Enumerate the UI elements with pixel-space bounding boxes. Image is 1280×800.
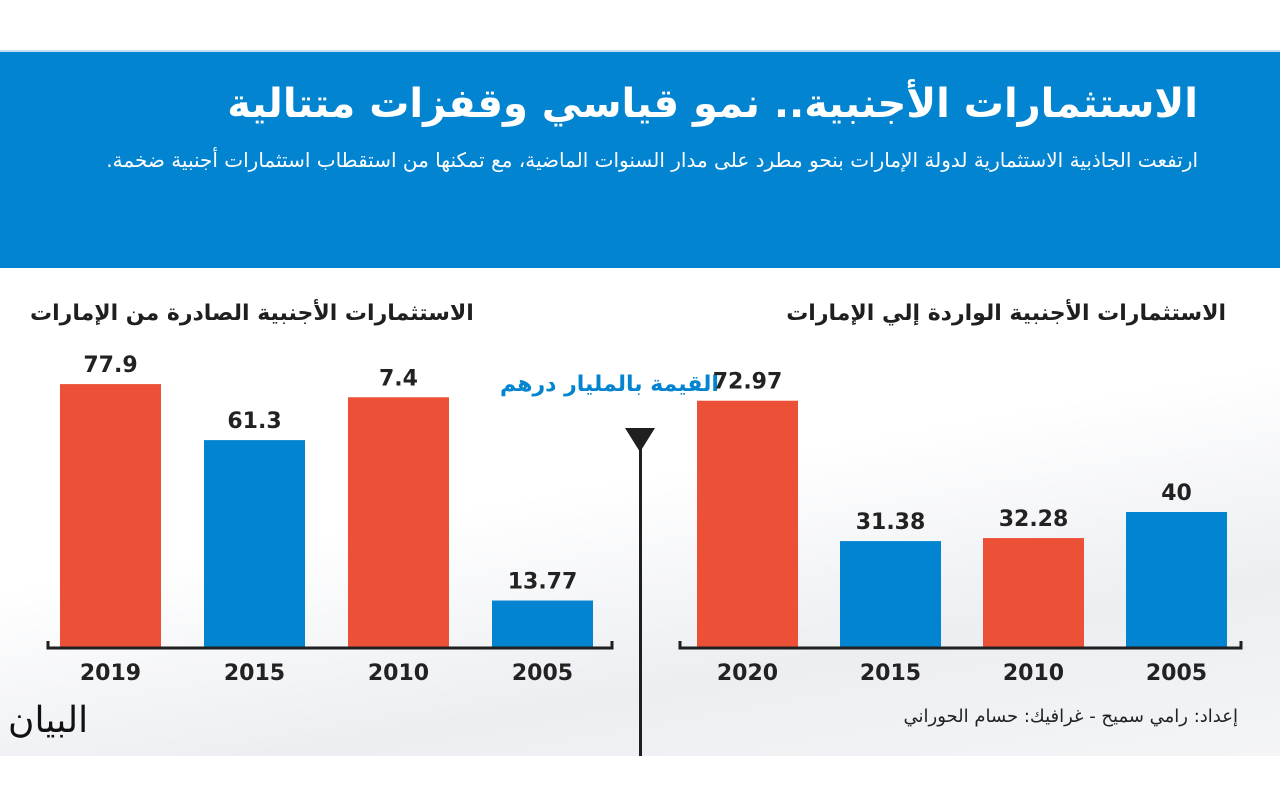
x-axis-bracket: [46, 641, 614, 650]
value-label-2019: 77.9: [83, 353, 137, 378]
page-subtitle: ارتفعت الجاذبية الاستثمارية لدولة الإمار…: [106, 148, 1198, 172]
unit-label: القيمة بالمليار درهم: [500, 372, 719, 397]
chart-divider: [639, 440, 642, 756]
tick-label-2019: 2019: [80, 661, 141, 686]
bar-2005: [492, 600, 593, 647]
value-label-2015: 31.38: [856, 510, 926, 535]
header-banner: الاستثمارات الأجنبية.. نمو قياسي وقفزات …: [0, 50, 1280, 268]
bar-2020: [697, 400, 798, 647]
inbound-chart: 72.97 2020 31.38 2015 32.28 2010 40 2005: [678, 370, 1243, 686]
tick-label-2020: 2020: [717, 661, 778, 686]
bar-2005: [1126, 512, 1227, 647]
x-axis-bracket: [678, 641, 1243, 650]
value-label-2005: 13.77: [508, 570, 578, 595]
bar-2015: [840, 541, 941, 647]
bar-2010: [983, 538, 1084, 647]
value-label-2010: 7.4: [379, 366, 418, 391]
bar-2015: [204, 440, 305, 647]
value-label-2005: 40: [1161, 481, 1192, 506]
value-label-2015: 61.3: [227, 409, 281, 434]
bar-2019: [60, 384, 161, 647]
tick-label-2005: 2005: [512, 661, 573, 686]
value-label-2020: 72.97: [713, 370, 783, 395]
inbound-chart-title: الاستثمارات الأجنبية الواردة إلي الإمارا…: [786, 301, 1226, 326]
credit-text: إعداد: رامي سميح - غرافيك: حسام الحوراني: [903, 706, 1238, 727]
tick-label-2015: 2015: [224, 661, 285, 686]
page-title: الاستثمارات الأجنبية.. نمو قياسي وقفزات …: [227, 81, 1198, 127]
bar-2010: [348, 397, 449, 647]
outbound-chart: 77.9 2019 61.3 2015 7.4 2010 13.77 2005: [46, 353, 614, 686]
tick-label-2005: 2005: [1146, 661, 1207, 686]
tick-label-2015: 2015: [860, 661, 921, 686]
al-bayan-logo: البيان: [8, 700, 89, 741]
value-label-2010: 32.28: [999, 507, 1069, 532]
tick-label-2010: 2010: [368, 661, 429, 686]
outbound-chart-title: الاستثمارات الأجنبية الصادرة من الإمارات: [30, 301, 474, 326]
tick-label-2010: 2010: [1003, 661, 1064, 686]
